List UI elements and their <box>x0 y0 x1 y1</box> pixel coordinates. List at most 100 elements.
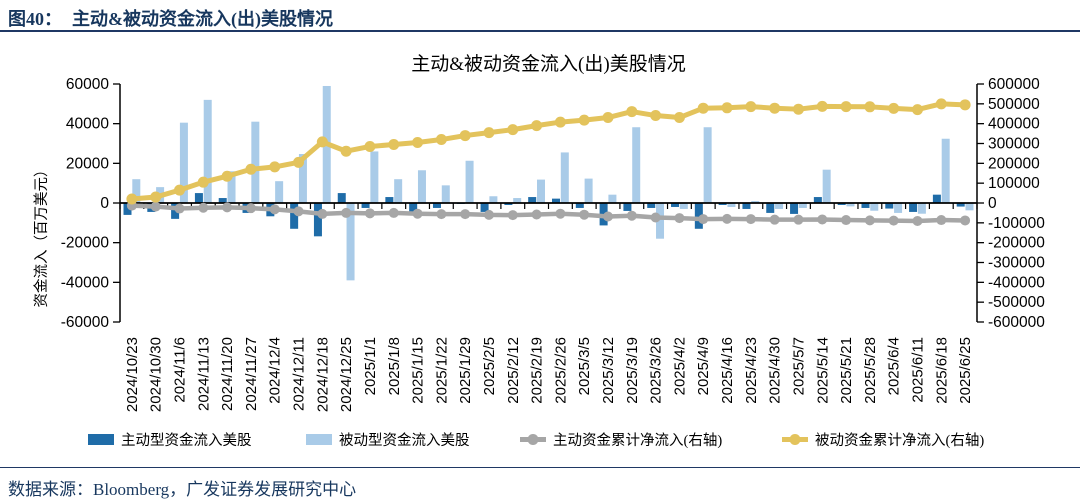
passive-bar <box>608 194 617 203</box>
x-axis-label: 2025/3/19 <box>624 337 641 404</box>
x-axis-label: 2025/5/21 <box>838 337 855 404</box>
passive-cumulative-line-marker <box>150 191 162 203</box>
passive-cumulative-line-marker <box>340 145 352 157</box>
passive-bar <box>870 203 879 211</box>
passive-cumulative-line <box>126 98 971 205</box>
legend-item: 主动型资金流入美股 <box>88 432 252 449</box>
passive-bar <box>203 99 212 203</box>
data-source-note: 数据来源：Bloomberg，广发证券发展研究中心 <box>8 480 357 499</box>
left-axis-tick-label: 0 <box>100 195 109 212</box>
passive-cumulative-line-marker <box>531 120 543 132</box>
active-cumulative-line <box>126 200 971 226</box>
passive-bar <box>894 203 903 213</box>
passive-cumulative-line-marker <box>507 124 519 136</box>
passive-bar <box>632 127 641 203</box>
active-cumulative-line-marker <box>722 213 733 224</box>
right-axis-tick-label: 400000 <box>988 116 1040 133</box>
left-axis-tick-label: 60000 <box>66 76 109 93</box>
passive-bar <box>965 203 974 211</box>
passive-bar <box>775 203 784 209</box>
active-cumulative-line-marker <box>960 215 971 226</box>
passive-cumulative-line-marker <box>483 127 495 139</box>
x-axis-label: 2024/11/27 <box>243 337 260 411</box>
chart-title: 主动&被动资金流入(出)美股情况 <box>411 53 685 75</box>
passive-bar <box>798 203 807 208</box>
legend-active-bars-label: 主动型资金流入美股 <box>121 432 252 449</box>
passive-cumulative-line-marker <box>554 116 566 128</box>
active-cumulative-line-marker <box>936 215 947 226</box>
active-bar <box>504 203 513 205</box>
active-bar <box>932 194 941 203</box>
passive-cumulative-line-marker <box>174 184 186 196</box>
passive-cumulative-line-marker <box>435 134 447 146</box>
passive-cumulative-line-marker <box>245 163 257 175</box>
active-bar <box>290 203 299 229</box>
active-bar <box>956 203 965 207</box>
active-cumulative-line-marker <box>841 215 852 226</box>
right-axis-tick-label: -400000 <box>988 274 1045 291</box>
passive-bar <box>703 127 712 203</box>
x-axis-label: 2024/10/23 <box>124 337 141 412</box>
active-bar <box>361 203 370 208</box>
figure-header: 图40： 主动&被动资金流入(出)美股情况 <box>8 5 333 31</box>
active-cumulative-line-marker <box>412 208 423 219</box>
active-bar <box>575 203 584 208</box>
active-bar <box>480 203 489 212</box>
legend-passive-line-marker <box>789 434 801 445</box>
active-bar <box>694 203 703 229</box>
legend-passive-bars-swatch <box>306 434 332 445</box>
active-bar <box>790 203 799 214</box>
passive-bar <box>394 179 403 203</box>
legend-active-bars-swatch <box>88 434 114 445</box>
passive-bar <box>251 121 260 203</box>
passive-bar <box>513 198 522 203</box>
active-cumulative-line-marker <box>531 209 542 220</box>
passive-bar <box>275 181 284 203</box>
x-axis-label: 2024/11/6 <box>172 337 189 403</box>
passive-cumulative-line-marker <box>673 112 685 124</box>
active-bar <box>171 203 180 219</box>
x-axis-label: 2025/5/14 <box>814 337 831 404</box>
active-bar <box>861 203 870 208</box>
active-cumulative-line-marker <box>698 214 709 225</box>
active-cumulative-line-marker <box>674 213 685 224</box>
passive-bar <box>132 179 141 203</box>
active-cumulative-line-marker <box>317 208 328 219</box>
right-axis-tick-label: 200000 <box>988 155 1040 172</box>
passive-cumulative-line-marker <box>197 176 209 188</box>
passive-bar <box>656 203 665 239</box>
passive-bar <box>441 185 450 203</box>
x-axis-label: 2025/2/26 <box>552 337 569 404</box>
passive-cumulative-line-marker <box>840 101 852 113</box>
x-axis-label: 2024/12/18 <box>314 337 331 412</box>
active-cumulative-line-marker <box>174 203 185 214</box>
x-axis-label: 2025/4/23 <box>743 337 760 404</box>
active-bar <box>885 203 894 209</box>
active-bar <box>337 193 346 203</box>
active-bar <box>909 203 918 212</box>
x-axis-label: 2025/4/16 <box>719 337 736 404</box>
active-cumulative-line-marker <box>293 206 304 217</box>
header-divider <box>0 30 1080 32</box>
legend-item: 被动资金累计净流入(右轴) <box>782 432 984 449</box>
legend-passive-bars-label: 被动型资金流入美股 <box>339 432 470 449</box>
right-axis-tick-label: 100000 <box>988 175 1040 192</box>
passive-cumulative-line-marker <box>316 136 328 148</box>
active-bar <box>432 203 441 208</box>
right-axis-tick-label: -100000 <box>988 215 1045 232</box>
passive-cumulative-line-marker <box>602 112 614 124</box>
right-axis-tick-label: 300000 <box>988 136 1040 153</box>
passive-bar <box>179 122 188 203</box>
active-cumulative-line-marker <box>555 208 566 219</box>
passive-cumulative-line-marker <box>769 102 781 114</box>
x-axis-label: 2025/3/26 <box>648 337 665 404</box>
active-cumulative-line-marker <box>745 214 756 225</box>
left-axis-tick-label: 20000 <box>66 155 109 172</box>
x-axis-label: 2024/10/30 <box>148 337 165 412</box>
x-axis-label: 2025/3/5 <box>576 337 593 395</box>
passive-bar <box>846 203 855 207</box>
active-bar <box>123 203 132 215</box>
x-axis-label: 2024/11/20 <box>219 337 236 411</box>
x-axis-label: 2025/3/12 <box>600 337 617 404</box>
passive-bar <box>679 203 688 209</box>
